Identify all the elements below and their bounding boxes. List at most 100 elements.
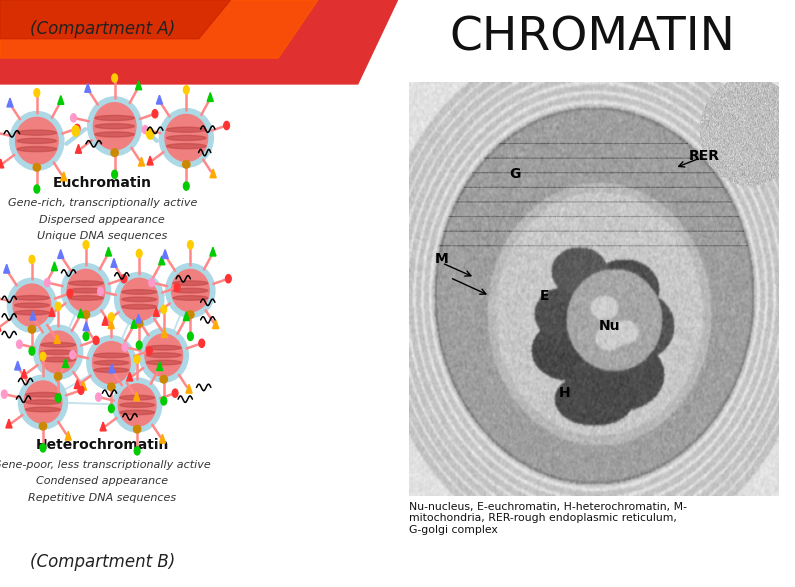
Polygon shape <box>157 95 162 104</box>
Ellipse shape <box>166 264 215 318</box>
Polygon shape <box>0 0 318 58</box>
Ellipse shape <box>41 357 76 362</box>
Circle shape <box>98 287 103 295</box>
Circle shape <box>184 86 189 94</box>
Ellipse shape <box>41 350 76 355</box>
Circle shape <box>223 122 230 130</box>
Circle shape <box>142 126 148 134</box>
Ellipse shape <box>134 425 141 433</box>
Circle shape <box>29 347 35 355</box>
Ellipse shape <box>167 144 206 149</box>
Circle shape <box>83 332 89 340</box>
Text: Unique DNA sequences: Unique DNA sequences <box>37 231 168 241</box>
Text: G: G <box>509 167 521 181</box>
Ellipse shape <box>92 342 130 384</box>
Polygon shape <box>60 172 67 181</box>
Polygon shape <box>83 322 89 330</box>
Circle shape <box>199 339 204 348</box>
Ellipse shape <box>135 319 143 327</box>
Circle shape <box>134 355 140 363</box>
Polygon shape <box>85 83 91 92</box>
Polygon shape <box>52 262 57 271</box>
Ellipse shape <box>120 410 154 415</box>
Circle shape <box>112 170 118 178</box>
Polygon shape <box>102 316 108 325</box>
Circle shape <box>136 341 142 349</box>
Ellipse shape <box>146 345 181 350</box>
Circle shape <box>70 350 76 359</box>
Text: Dispersed appearance: Dispersed appearance <box>40 214 165 225</box>
Ellipse shape <box>173 288 207 293</box>
Ellipse shape <box>87 336 136 390</box>
Circle shape <box>78 386 83 394</box>
Polygon shape <box>100 422 107 431</box>
Ellipse shape <box>183 160 190 168</box>
Polygon shape <box>58 96 64 104</box>
Ellipse shape <box>24 381 62 423</box>
Circle shape <box>17 340 22 348</box>
Ellipse shape <box>114 272 164 326</box>
Ellipse shape <box>14 303 49 308</box>
Polygon shape <box>134 392 140 401</box>
Polygon shape <box>108 320 114 329</box>
Ellipse shape <box>68 296 103 301</box>
Polygon shape <box>135 314 142 323</box>
Circle shape <box>71 114 76 122</box>
Polygon shape <box>76 144 82 153</box>
Polygon shape <box>210 247 216 256</box>
Text: RER: RER <box>689 149 720 163</box>
Polygon shape <box>126 372 133 381</box>
Ellipse shape <box>17 147 56 151</box>
Text: H: H <box>559 386 571 400</box>
Ellipse shape <box>54 372 62 380</box>
Ellipse shape <box>25 407 60 412</box>
Ellipse shape <box>167 127 206 132</box>
Ellipse shape <box>10 112 64 170</box>
Polygon shape <box>131 319 137 328</box>
Polygon shape <box>106 247 111 256</box>
Ellipse shape <box>122 297 157 302</box>
Ellipse shape <box>118 384 156 426</box>
Ellipse shape <box>25 400 60 404</box>
Ellipse shape <box>145 334 183 376</box>
Polygon shape <box>14 361 21 370</box>
Ellipse shape <box>165 114 207 161</box>
Text: Euchromatin: Euchromatin <box>52 176 152 190</box>
Circle shape <box>67 289 73 298</box>
Ellipse shape <box>87 97 142 156</box>
Text: Nu-nucleus, E-euchromatin, H-heterochromatin, M-
mitochondria, RER-rough endopla: Nu-nucleus, E-euchromatin, H-heterochrom… <box>409 502 688 535</box>
Circle shape <box>188 332 193 340</box>
Polygon shape <box>29 311 36 320</box>
Text: Heterochromatin: Heterochromatin <box>36 438 169 452</box>
Ellipse shape <box>93 103 136 150</box>
Polygon shape <box>207 93 213 102</box>
Polygon shape <box>157 362 163 370</box>
Ellipse shape <box>120 403 154 407</box>
Ellipse shape <box>159 109 213 167</box>
Circle shape <box>45 278 50 286</box>
Ellipse shape <box>29 325 36 333</box>
Polygon shape <box>162 249 169 258</box>
Circle shape <box>136 249 142 258</box>
Ellipse shape <box>173 281 207 285</box>
Circle shape <box>112 74 118 82</box>
Circle shape <box>74 124 80 133</box>
Ellipse shape <box>67 269 105 312</box>
Text: (Compartment A): (Compartment A) <box>29 21 175 38</box>
Ellipse shape <box>113 378 161 432</box>
Text: CHROMATIN: CHROMATIN <box>449 16 735 60</box>
Polygon shape <box>109 364 115 373</box>
Polygon shape <box>135 81 142 90</box>
Circle shape <box>122 343 128 351</box>
Polygon shape <box>159 256 165 265</box>
Circle shape <box>149 278 154 286</box>
Ellipse shape <box>68 281 103 285</box>
Ellipse shape <box>61 264 111 318</box>
Circle shape <box>108 404 114 413</box>
Ellipse shape <box>95 116 134 120</box>
Polygon shape <box>6 419 12 428</box>
Polygon shape <box>138 157 145 166</box>
Circle shape <box>93 336 99 345</box>
Circle shape <box>174 284 180 292</box>
Ellipse shape <box>16 117 58 164</box>
